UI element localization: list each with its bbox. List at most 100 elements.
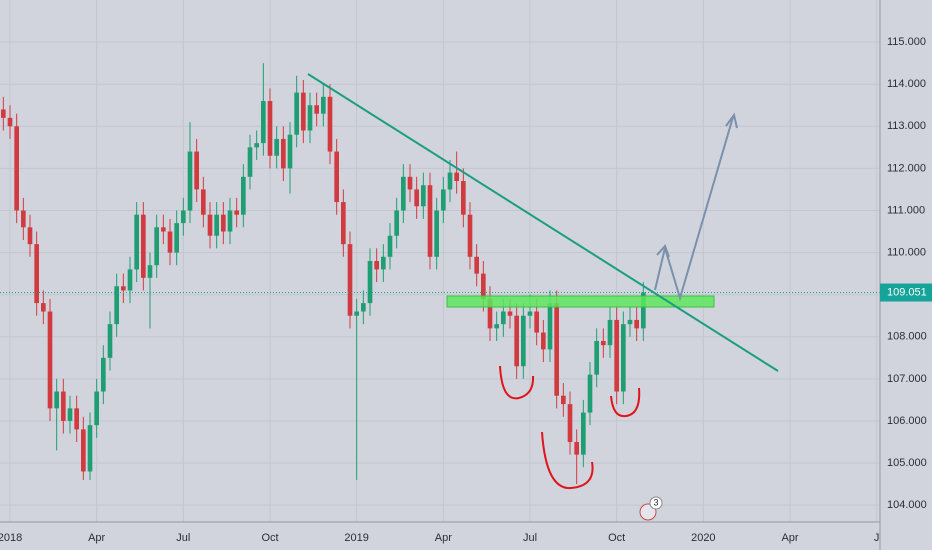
candle-body (21, 210, 26, 228)
x-tick-label: Jul (176, 532, 190, 544)
y-tick-label: 105.000 (887, 457, 927, 469)
candle-body (274, 138, 279, 156)
candle-body (421, 185, 426, 207)
right-shoulder (610, 387, 641, 418)
trend-line (307, 73, 779, 372)
candle-body (161, 227, 166, 232)
event-badge[interactable] (649, 496, 663, 510)
candle-body (114, 286, 119, 325)
candle-body (454, 172, 459, 182)
support-zone (446, 295, 715, 308)
price-label: 109.051 (887, 286, 927, 298)
candle-body (367, 261, 373, 304)
arrow-head (656, 244, 670, 258)
candle-body (321, 96, 326, 114)
candle-body (47, 311, 53, 409)
candle-body (554, 303, 559, 396)
candle-body (261, 101, 266, 144)
event-count: 3 (653, 497, 658, 507)
candle-body (107, 324, 113, 358)
x-tick-label: J (874, 532, 880, 544)
candle-body (547, 303, 553, 350)
candle-body (14, 126, 19, 211)
x-tick-label: 2020 (691, 532, 715, 544)
x-tick-label: 2018 (0, 532, 22, 544)
candle-body (141, 214, 146, 278)
x-tick-label: Apr (781, 532, 798, 544)
x-tick-label: Apr (88, 532, 105, 544)
candle-body (281, 138, 286, 169)
candle-body (607, 319, 613, 346)
candle-body (627, 319, 633, 325)
x-tick-label: 2019 (344, 532, 368, 544)
candle-body (434, 210, 439, 257)
candle-body (581, 412, 586, 455)
candle-body (401, 176, 406, 211)
candle-body (314, 105, 319, 114)
candle-body (207, 214, 213, 236)
candle-body (101, 357, 106, 392)
x-tick-label: Apr (435, 532, 452, 544)
candle-body (27, 227, 33, 245)
y-tick-label: 112.000 (887, 162, 926, 174)
y-tick-label: 104.000 (887, 499, 927, 511)
candle-body (387, 235, 393, 257)
drawings: 3 (307, 73, 779, 521)
candle-body (34, 244, 39, 304)
candle-body (241, 176, 246, 215)
candle-body (561, 395, 566, 405)
candle-body (121, 286, 126, 291)
candle-body (501, 311, 506, 325)
candle-body (227, 210, 233, 232)
candle-body (634, 319, 639, 329)
candle-body (174, 223, 179, 253)
axes: 104.000 105.000 106.000 107.000 108.000 109.0… (0, 36, 932, 544)
candle-body (394, 210, 399, 236)
candle-body (641, 292, 646, 329)
candle-body (181, 210, 186, 224)
candle-body (41, 303, 46, 312)
price-label-box (880, 283, 932, 302)
head (541, 431, 594, 490)
candle-body (54, 391, 59, 409)
candle-body (81, 429, 86, 472)
candle-body (61, 391, 66, 421)
candle-body (467, 214, 473, 257)
candle-body (1, 109, 6, 118)
candle-body (147, 265, 153, 278)
x-tick-label: Jul (523, 532, 537, 544)
candle-body (407, 176, 413, 190)
y-tick-label: 111.000 (887, 204, 925, 216)
candle-body (601, 340, 606, 346)
candle-body (374, 261, 379, 270)
candle-body (474, 256, 479, 274)
candle-body (234, 210, 239, 215)
candle-body (94, 391, 99, 426)
candle-body (221, 214, 226, 232)
candle-body (381, 256, 386, 270)
candle-body (507, 311, 513, 316)
y-tick-label: 113.000 (887, 120, 926, 132)
candle-body (247, 147, 253, 177)
candle-body (487, 298, 493, 329)
candle-body (481, 273, 486, 299)
candle-body (614, 319, 619, 392)
candle-body (214, 214, 219, 236)
y-tick-label: 115.000 (887, 36, 926, 48)
candle-body (201, 189, 206, 215)
candle-body (541, 332, 546, 350)
candle-body (287, 134, 293, 169)
candle-body (414, 189, 419, 207)
candle-body (494, 324, 499, 329)
x-tick-label: Oct (608, 532, 625, 544)
candle-body (87, 425, 93, 472)
candle-body (621, 324, 626, 392)
candle-body (334, 151, 339, 203)
candle-body (167, 231, 173, 253)
candle-body (461, 181, 466, 215)
candle-body (294, 92, 299, 135)
candle-body (534, 311, 539, 333)
candle-body (327, 96, 333, 152)
